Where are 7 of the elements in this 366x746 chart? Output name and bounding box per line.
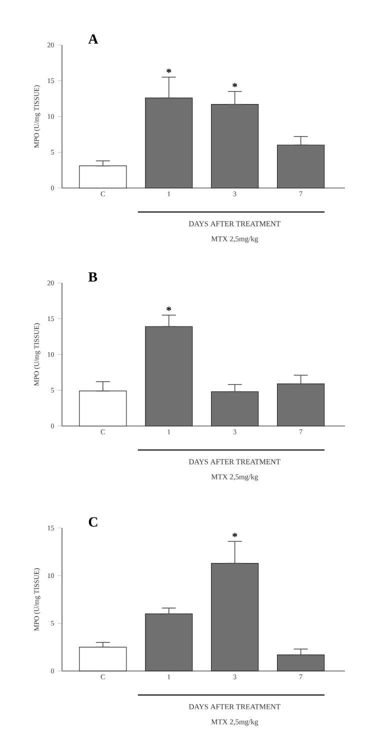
annotation: *	[166, 306, 172, 311]
chart-title: C	[88, 517, 98, 527]
chart-title: B	[88, 272, 98, 282]
annotation: *	[232, 83, 238, 88]
annotation: *	[232, 532, 238, 538]
chart-title: A	[88, 34, 98, 44]
annotation: *	[166, 68, 172, 73]
